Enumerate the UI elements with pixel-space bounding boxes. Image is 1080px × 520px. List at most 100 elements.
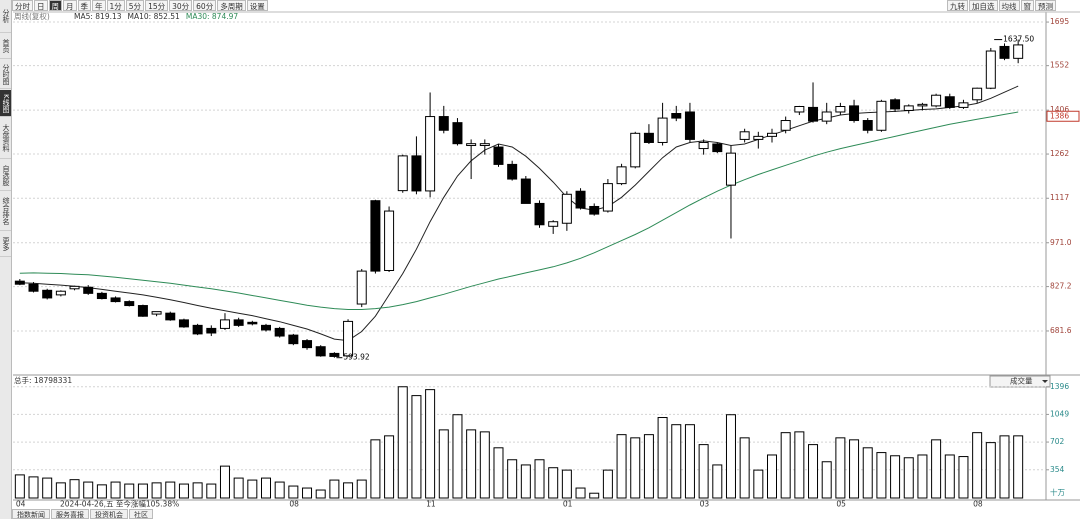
y-tick-label: 1552 — [1050, 61, 1069, 70]
x-tick-label: 08 — [973, 500, 983, 509]
bottom-tab[interactable]: 服务喜报 — [51, 509, 89, 519]
indicator-selector[interactable]: 成交量 — [1010, 376, 1033, 386]
price-marker-box — [1046, 110, 1080, 122]
ma-line — [19, 111, 1019, 310]
candle-body — [849, 105, 860, 122]
annotation-label: 1637.50 — [1003, 35, 1034, 44]
candle-body — [684, 111, 695, 140]
tool-button[interactable]: 均线 — [998, 0, 1020, 11]
tool-button[interactable]: 窗 — [1020, 0, 1034, 11]
candle-body — [931, 94, 942, 107]
candle-body — [343, 320, 354, 357]
volume-bar — [657, 417, 668, 499]
period-button[interactable]: 15分 — [145, 0, 169, 11]
sidebar-tab[interactable]: 分析 — [0, 0, 11, 33]
sidebar-tab[interactable]: 综合排名 — [0, 192, 11, 231]
candle-body — [206, 327, 217, 334]
candle-body — [876, 100, 887, 131]
candle-body — [520, 178, 531, 204]
sidebar-tab[interactable]: 大盘资料 — [0, 118, 11, 159]
volume-bar — [452, 414, 463, 499]
candle-body — [274, 327, 285, 337]
candle-body — [42, 289, 53, 299]
price-marker-label: 1386 — [1050, 111, 1069, 120]
chart: 周线(复权) MA5: 819.13 MA10: 852.51 MA30: 874.9… — [13, 11, 1080, 509]
candle-body — [329, 352, 340, 357]
volume-bar — [698, 444, 709, 499]
volume-bar — [397, 386, 408, 499]
tool-button[interactable]: 预测 — [1035, 0, 1056, 11]
candle-body — [767, 132, 777, 137]
candle-body — [575, 190, 586, 209]
candle-body — [808, 106, 819, 122]
candle-body — [493, 146, 504, 165]
period-button[interactable]: 分时 — [12, 0, 33, 11]
legend-entry: MA5: 819.13 — [74, 12, 122, 21]
volume-bar — [42, 477, 53, 499]
candle-body — [917, 103, 928, 107]
volume-bar — [466, 429, 477, 499]
x-tick-label: 03 — [700, 500, 710, 509]
volume-bar — [493, 447, 504, 499]
candle-body — [903, 105, 914, 111]
x-tick-label: 11 — [426, 500, 436, 509]
period-button[interactable]: 多周期 — [217, 0, 246, 11]
right-toolbar: 九转 加自选 均线窗预测 — [946, 0, 1056, 11]
period-button[interactable]: 季 — [77, 0, 91, 11]
volume-bar — [534, 459, 545, 499]
volume-bar — [96, 484, 107, 499]
candle-body — [739, 131, 750, 140]
volume-bar — [247, 479, 258, 499]
period-button[interactable]: 30分 — [169, 0, 193, 11]
sidebar-tab[interactable]: 分时图 — [0, 60, 11, 89]
candle-body — [821, 111, 832, 122]
sidebar-tab[interactable]: 自选股 — [0, 160, 11, 191]
volume-bar — [616, 434, 627, 499]
volume-bar — [1013, 435, 1024, 499]
chart-subtitle: 周线(复权) — [14, 11, 50, 21]
tool-button[interactable]: 加自选 — [969, 0, 998, 11]
volume-bar — [725, 414, 736, 499]
sidebar-tab[interactable]: 首页 — [0, 34, 11, 59]
volume-bar — [178, 483, 189, 499]
tool-button[interactable]: 九转 — [947, 0, 968, 11]
period-button[interactable]: 日 — [34, 0, 48, 11]
axis-unit: 十万 — [1050, 487, 1066, 497]
indicator-selector-box[interactable] — [989, 375, 1051, 388]
x-tick-label: 01 — [563, 500, 573, 509]
volume-bar — [192, 482, 203, 499]
candle-body — [14, 280, 25, 285]
candle-body — [288, 334, 299, 345]
period-button[interactable]: 周 — [48, 0, 62, 11]
candle-body — [862, 120, 873, 131]
sidebar: 分析 首页 分时图 K线图 大盘资料 自选股 综合排名 更多 — [0, 0, 12, 519]
candle-body — [630, 132, 641, 168]
y-tick-label: 1049 — [1050, 409, 1069, 418]
candle-body — [219, 319, 230, 329]
candle-body — [370, 200, 381, 272]
bottom-tab[interactable]: 投资机会 — [90, 509, 128, 519]
bottom-tab[interactable]: 社区 — [129, 509, 153, 519]
period-button[interactable]: 年 — [92, 0, 106, 11]
candle-body — [261, 324, 271, 331]
period-button[interactable]: 60分 — [193, 0, 217, 11]
bottom-tab[interactable]: 指数新闻 — [12, 509, 50, 519]
period-button[interactable]: 设置 — [246, 0, 268, 11]
bottom-tabs: 指数新闻 服务喜报 投资机会 社区 — [12, 509, 154, 519]
volume-bar — [808, 444, 819, 499]
candle-body — [643, 132, 654, 143]
volume-bar — [602, 469, 613, 499]
candle-body — [671, 113, 682, 119]
sidebar-tab[interactable]: K线图 — [0, 90, 11, 117]
candle-body — [507, 163, 518, 180]
volume-bar — [83, 481, 94, 499]
period-button[interactable]: 5分 — [125, 0, 145, 11]
x-tick-label: 05 — [836, 500, 846, 509]
period-button[interactable]: 1分 — [106, 0, 125, 11]
period-button[interactable]: 月 — [63, 0, 77, 11]
volume-bar — [643, 434, 654, 499]
candle-body — [452, 122, 463, 145]
sidebar-tab[interactable]: 更多 — [0, 232, 11, 257]
volume-bar — [753, 469, 764, 499]
volume-bar — [384, 435, 395, 499]
